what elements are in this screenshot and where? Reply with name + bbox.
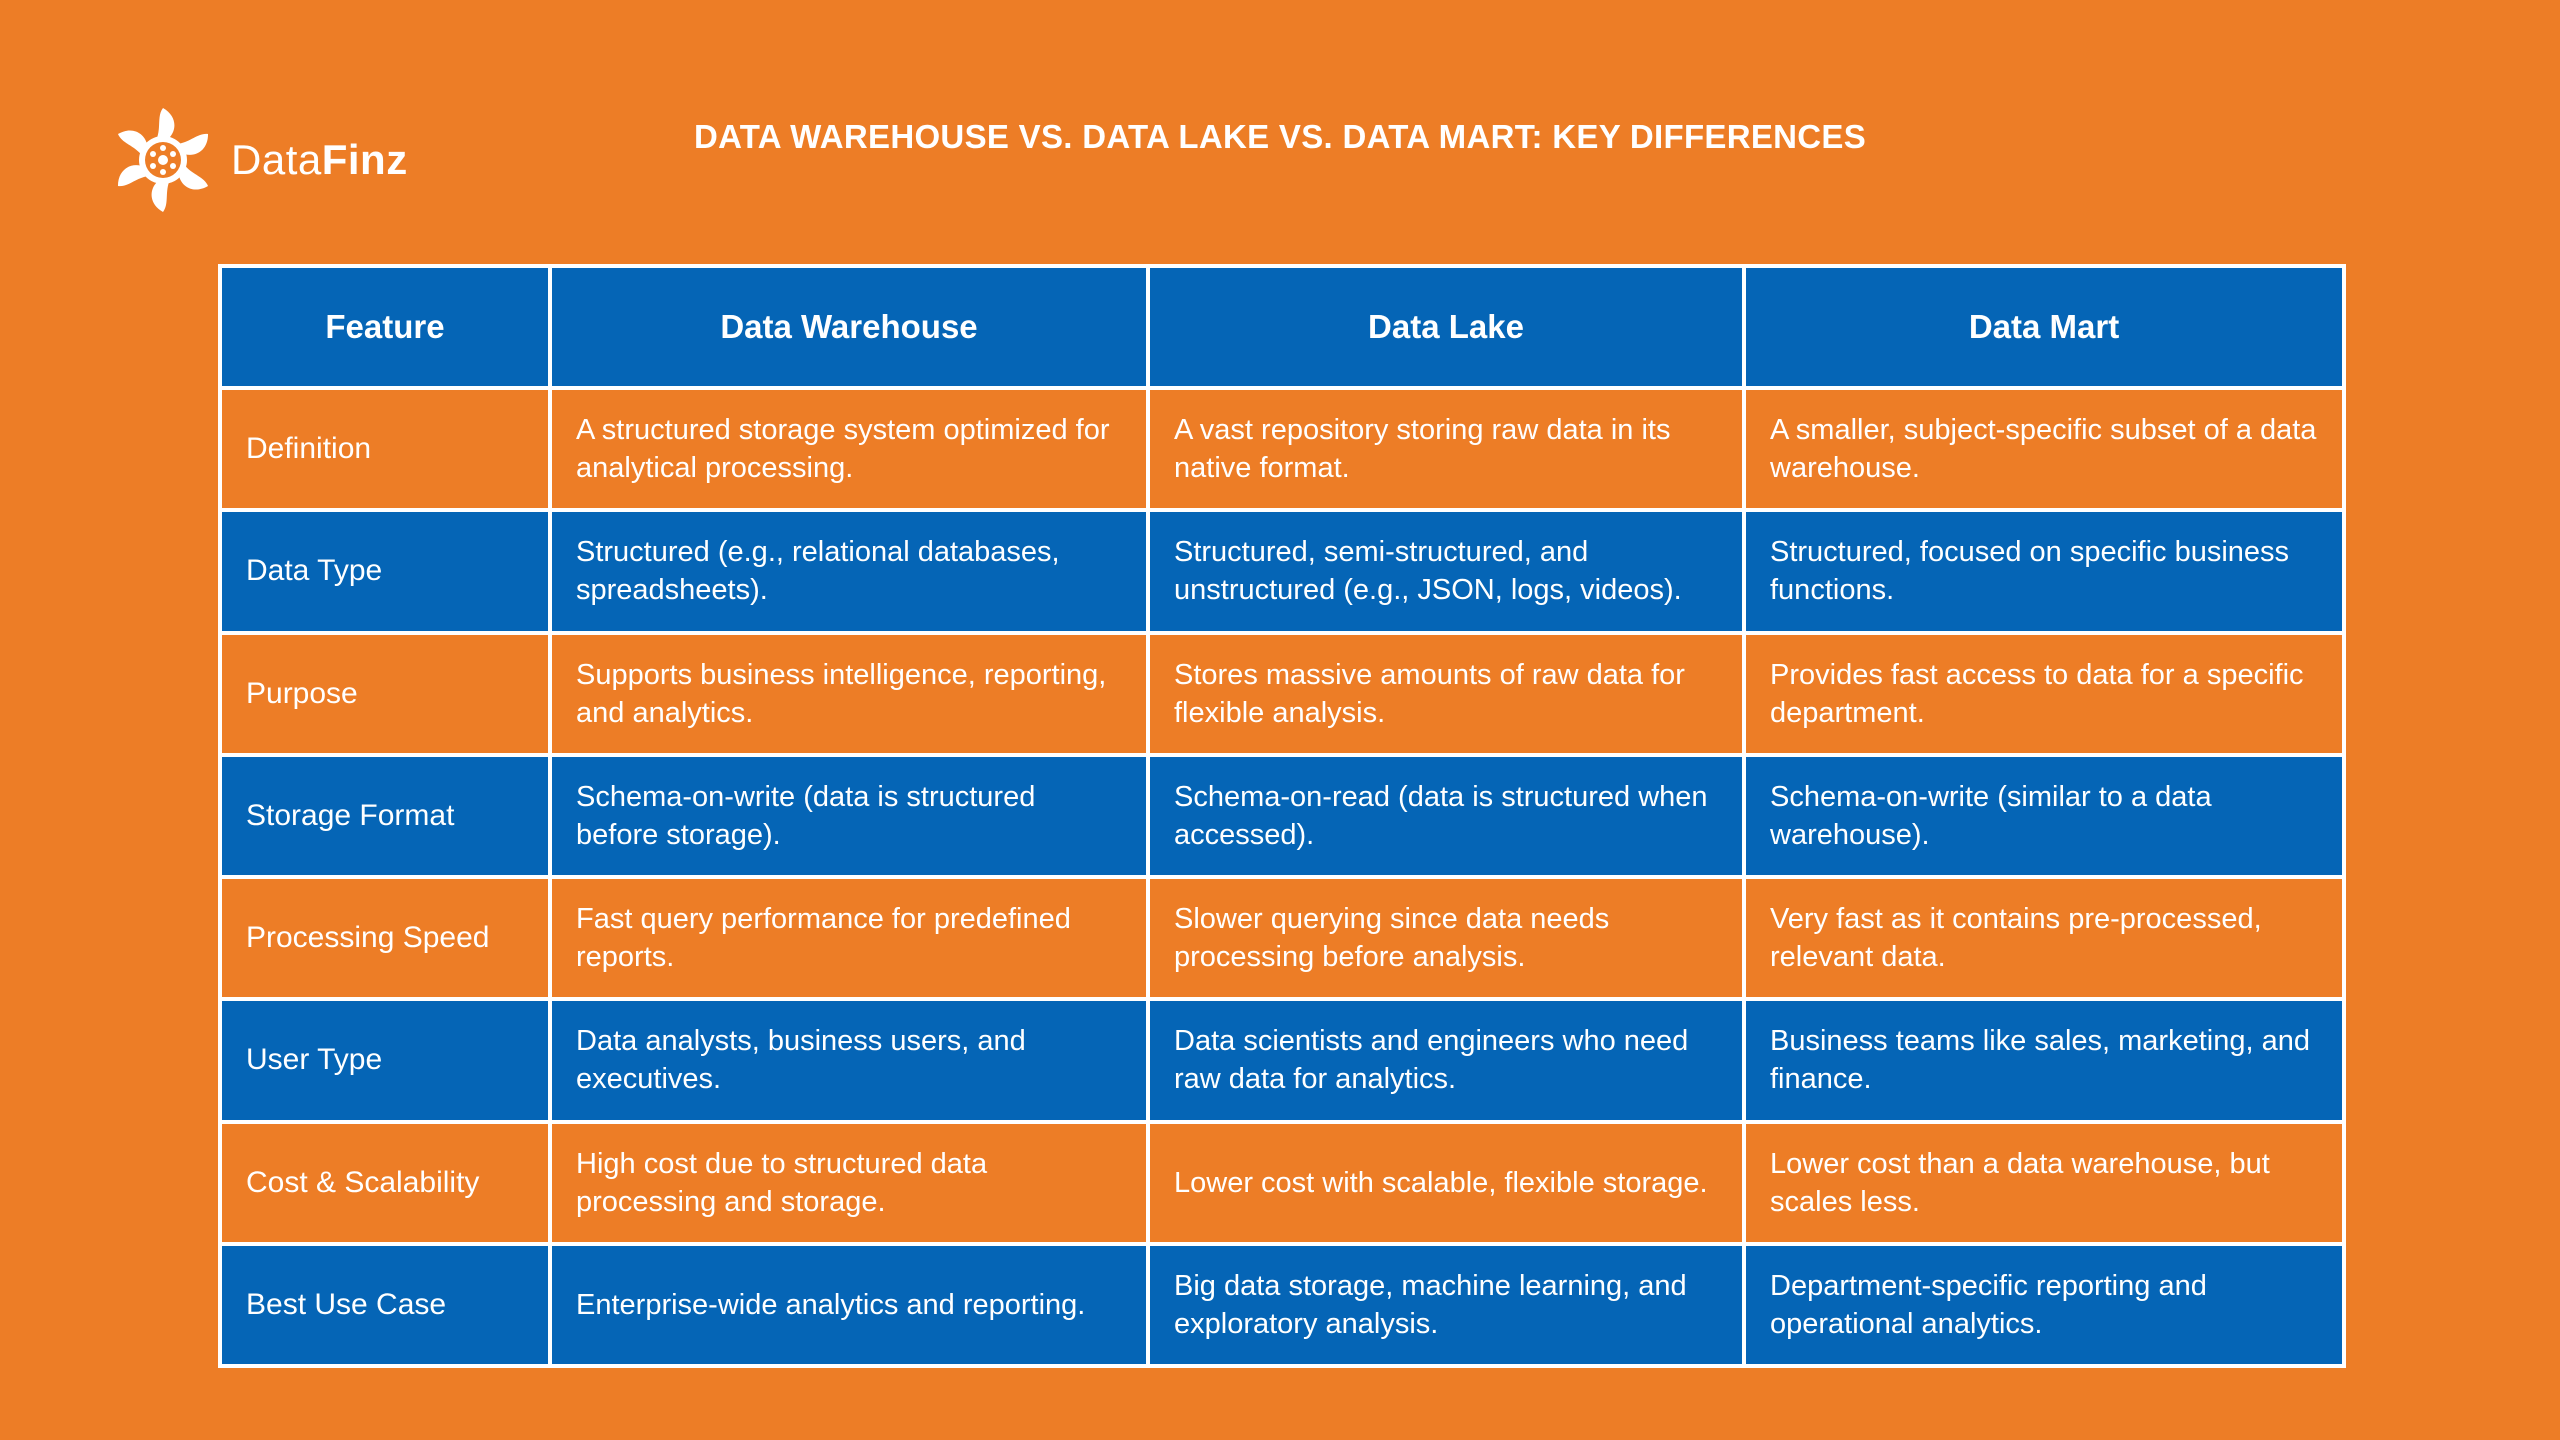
- brand-wordmark: DataFinz: [231, 136, 408, 184]
- row-feature-label: Definition: [218, 385, 552, 513]
- table-header-row: Feature Data Warehouse Data Lake Data Ma…: [218, 264, 2346, 390]
- table-row: Purpose Supports business intelligence, …: [218, 630, 2346, 757]
- comparison-table: Feature Data Warehouse Data Lake Data Ma…: [218, 264, 2346, 1369]
- row-feature-label: Storage Format: [218, 752, 552, 880]
- cell-data-lake: Lower cost with scalable, flexible stora…: [1146, 1119, 1746, 1246]
- sun-logo-icon: [105, 105, 225, 215]
- table-row: Cost & Scalability High cost due to stru…: [218, 1119, 2346, 1246]
- cell-data-mart: Department-specific reporting and operat…: [1742, 1241, 2346, 1369]
- table-row: Definition A structured storage system o…: [218, 385, 2346, 513]
- cell-data-warehouse: Enterprise-wide analytics and reporting.: [548, 1241, 1150, 1369]
- row-feature-label: Data Type: [218, 508, 552, 635]
- row-feature-label: Best Use Case: [218, 1241, 552, 1369]
- cell-data-lake: Stores massive amounts of raw data for f…: [1146, 630, 1746, 757]
- cell-data-lake: Data scientists and engineers who need r…: [1146, 997, 1746, 1124]
- row-feature-label: Processing Speed: [218, 874, 552, 1002]
- header-feature: Feature: [218, 264, 552, 390]
- cell-data-mart: Schema-on-write (similar to a data wareh…: [1742, 752, 2346, 880]
- table-row: Data Type Structured (e.g., relational d…: [218, 508, 2346, 635]
- cell-data-warehouse: Supports business intelligence, reportin…: [548, 630, 1150, 757]
- row-feature-label: Cost & Scalability: [218, 1119, 552, 1246]
- page-title: DATA WAREHOUSE VS. DATA LAKE VS. DATA MA…: [693, 118, 1867, 155]
- brand-name-light: Data: [231, 136, 322, 183]
- table-row: User Type Data analysts, business users,…: [218, 997, 2346, 1124]
- cell-data-lake: Schema-on-read (data is structured when …: [1146, 752, 1746, 880]
- cell-data-mart: A smaller, subject-specific subset of a …: [1742, 385, 2346, 513]
- table-row: Best Use Case Enterprise-wide analytics …: [218, 1241, 2346, 1369]
- cell-data-mart: Provides fast access to data for a speci…: [1742, 630, 2346, 757]
- cell-data-warehouse: Structured (e.g., relational databases, …: [548, 508, 1150, 635]
- cell-data-lake: A vast repository storing raw data in it…: [1146, 385, 1746, 513]
- row-feature-label: User Type: [218, 997, 552, 1124]
- cell-data-mart: Business teams like sales, marketing, an…: [1742, 997, 2346, 1124]
- table-row: Processing Speed Fast query performance …: [218, 874, 2346, 1002]
- table-row: Storage Format Schema-on-write (data is …: [218, 752, 2346, 880]
- cell-data-mart: Lower cost than a data warehouse, but sc…: [1742, 1119, 2346, 1246]
- header-data-warehouse: Data Warehouse: [548, 264, 1150, 390]
- cell-data-warehouse: A structured storage system optimized fo…: [548, 385, 1150, 513]
- cell-data-warehouse: Fast query performance for predefined re…: [548, 874, 1150, 1002]
- header-data-lake: Data Lake: [1146, 264, 1746, 390]
- cell-data-mart: Structured, focused on specific business…: [1742, 508, 2346, 635]
- cell-data-mart: Very fast as it contains pre-processed, …: [1742, 874, 2346, 1002]
- cell-data-lake: Structured, semi-structured, and unstruc…: [1146, 508, 1746, 635]
- brand-logo: DataFinz: [105, 105, 408, 215]
- cell-data-warehouse: Data analysts, business users, and execu…: [548, 997, 1150, 1124]
- brand-name-bold: Finz: [321, 136, 408, 183]
- row-feature-label: Purpose: [218, 630, 552, 757]
- cell-data-warehouse: Schema-on-write (data is structured befo…: [548, 752, 1150, 880]
- cell-data-lake: Slower querying since data needs process…: [1146, 874, 1746, 1002]
- cell-data-warehouse: High cost due to structured data process…: [548, 1119, 1150, 1246]
- cell-data-lake: Big data storage, machine learning, and …: [1146, 1241, 1746, 1369]
- header-data-mart: Data Mart: [1742, 264, 2346, 390]
